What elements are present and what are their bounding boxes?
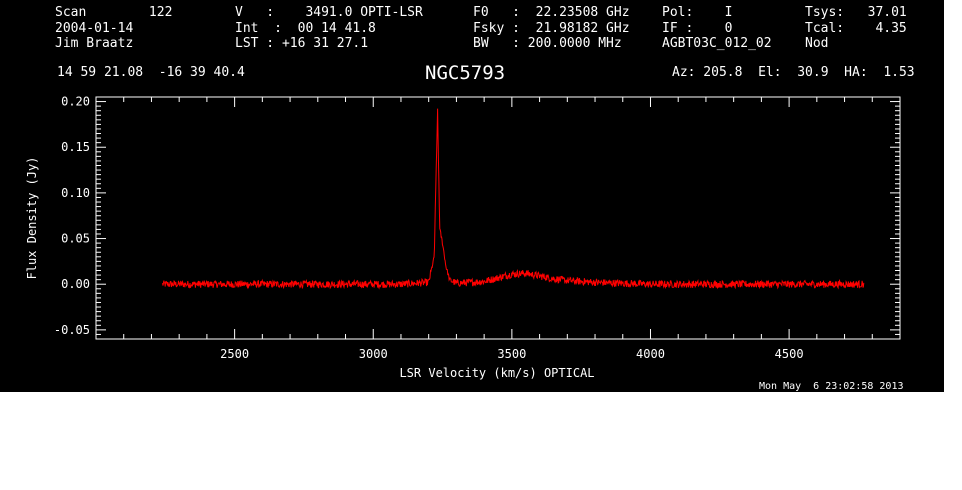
sky-frequency: Fsky : 21.98182 GHz — [473, 21, 630, 36]
y-tick-label: 0.00 — [61, 277, 90, 291]
y-tick-label: 0.05 — [61, 232, 90, 246]
velocity-info: V : 3491.0 OPTI-LSR — [235, 5, 423, 20]
plot-frame — [95, 96, 901, 340]
project-id: AGBT03C_012_02 — [662, 36, 772, 51]
scan-number: Scan 122 — [55, 5, 173, 20]
x-axis-label: LSR Velocity (km/s) OPTICAL — [399, 366, 594, 380]
x-tick-label: 3500 — [497, 347, 526, 361]
az-el-ha: Az: 205.8 El: 30.9 HA: 1.53 — [672, 65, 915, 80]
if-number: IF : 0 — [662, 21, 733, 36]
spectrum-chart: 2500 3000 3500 4000 4500 -0.05 0.00 0.05 0.10 0.1… — [25, 95, 901, 380]
tcal-value: Tcal: 4.35 — [805, 21, 907, 36]
y-axis-label: Flux Density (Jy) — [25, 157, 39, 280]
y-tick-label: 0.10 — [61, 186, 90, 200]
spectrum-line — [162, 108, 865, 290]
source-coordinates: 14 59 21.08 -16 39 40.4 — [57, 65, 245, 80]
observation-date: 2004-01-14 — [55, 21, 134, 36]
y-tick-label: 0.15 — [61, 140, 90, 154]
obs-mode: Nod — [805, 36, 829, 51]
rest-frequency: F0 : 22.23508 GHz — [473, 5, 630, 20]
x-tick-label: 3000 — [359, 347, 388, 361]
x-tick-label: 4500 — [775, 347, 804, 361]
observer-name: Jim Braatz — [55, 36, 134, 51]
bandwidth: BW : 200.0000 MHz — [473, 36, 622, 51]
x-tick-label: 2500 — [220, 347, 249, 361]
x-tick-label: 4000 — [636, 347, 665, 361]
plot-window: Scan 122 2004-01-14 Jim Braatz V : 3491.… — [0, 0, 944, 392]
chart-title: NGC5793 — [425, 62, 506, 84]
y-tick-label: 0.20 — [61, 95, 90, 109]
axes: 2500 3000 3500 4000 4500 -0.05 0.00 0.05 0.10 0.1… — [54, 95, 901, 361]
polarization: Pol: I — [662, 5, 733, 20]
lst-info: LST : +16 31 27.1 — [235, 36, 369, 51]
integration-time: Int : 00 14 41.8 — [235, 21, 376, 36]
timestamp: Mon May 6 23:02:58 2013 — [759, 381, 904, 392]
tsys-value: Tsys: 37.01 — [805, 5, 907, 20]
y-tick-label: -0.05 — [54, 323, 90, 337]
